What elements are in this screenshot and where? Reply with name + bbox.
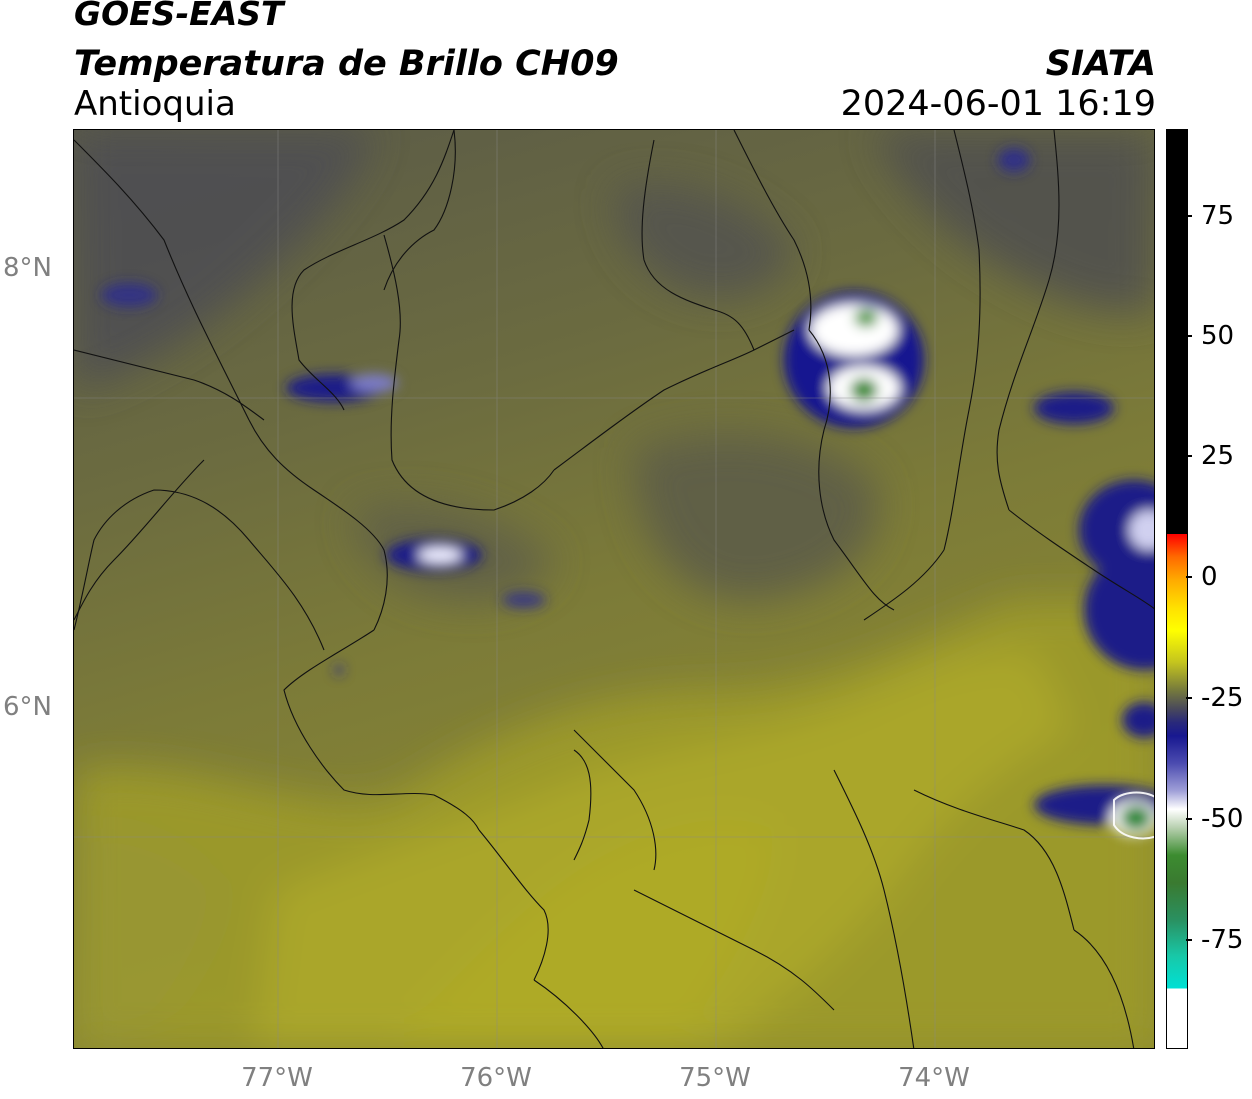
colorbar-tick bbox=[1186, 576, 1192, 578]
lat-label-8n: 8°N bbox=[3, 253, 52, 283]
colorbar-tick bbox=[1186, 697, 1192, 699]
lon-label-77w: 77°W bbox=[241, 1063, 313, 1093]
datetime-label: 2024-06-01 16:19 bbox=[840, 84, 1156, 124]
colorbar-label: 0 bbox=[1201, 562, 1218, 592]
colorbar-label: -50 bbox=[1201, 804, 1244, 834]
satellite-image bbox=[74, 130, 1154, 1048]
colorbar-tick bbox=[1186, 818, 1192, 820]
lon-label-75w: 75°W bbox=[679, 1063, 751, 1093]
lon-label-74w: 74°W bbox=[898, 1063, 970, 1093]
colorbar-label: -75 bbox=[1201, 925, 1244, 955]
colorbar-tick bbox=[1186, 335, 1192, 337]
region-label: Antioquia bbox=[74, 84, 236, 124]
colorbar-label: 50 bbox=[1201, 321, 1235, 351]
colorbar bbox=[1166, 129, 1188, 1049]
satellite-title: GOES-EAST bbox=[74, 0, 284, 33]
colorbar-label: 25 bbox=[1201, 441, 1235, 471]
product-title: Temperatura de Brillo CH09 bbox=[74, 44, 619, 84]
colorbar-tick bbox=[1186, 215, 1192, 217]
colorbar-label: 75 bbox=[1201, 201, 1235, 231]
colorbar-label: -25 bbox=[1201, 683, 1244, 713]
lon-label-76w: 76°W bbox=[460, 1063, 532, 1093]
colorbar-tick bbox=[1186, 939, 1192, 941]
map-area[interactable] bbox=[73, 129, 1155, 1049]
lat-label-6n: 6°N bbox=[3, 692, 52, 722]
colorbar-tick bbox=[1186, 455, 1192, 457]
organization-label: SIATA bbox=[1045, 44, 1156, 84]
